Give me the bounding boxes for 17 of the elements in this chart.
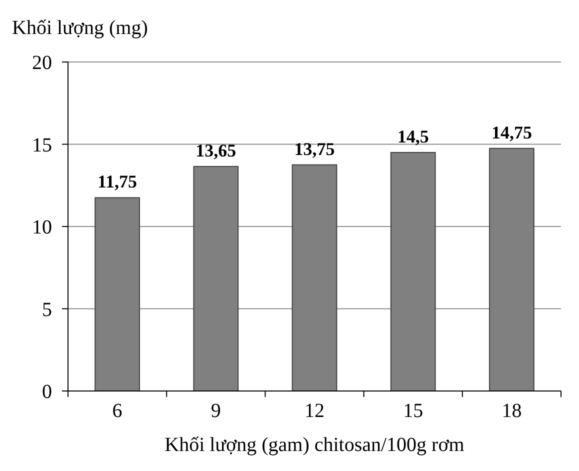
x-tick-label: 6 bbox=[112, 400, 122, 422]
y-tick-label: 0 bbox=[42, 381, 52, 403]
x-tick-label: 15 bbox=[403, 400, 424, 422]
y-tick-label: 15 bbox=[32, 134, 52, 156]
y-tick-label: 5 bbox=[42, 298, 52, 321]
y-axis-title: Khối lượng (mg) bbox=[12, 17, 148, 39]
data-label: 14,5 bbox=[397, 126, 429, 146]
data-label: 13,75 bbox=[294, 138, 335, 159]
y-tick-label: 20 bbox=[32, 52, 52, 74]
data-label: 13,65 bbox=[196, 140, 236, 160]
x-axis-title: Khối lượng (gam) chitosan/100g rơm bbox=[164, 434, 465, 456]
data-label: 14,75 bbox=[491, 122, 532, 142]
x-tick-label: 18 bbox=[502, 400, 522, 422]
y-tick-label: 10 bbox=[32, 216, 52, 238]
data-label: 11,75 bbox=[98, 172, 138, 192]
x-tick-label: 12 bbox=[304, 400, 324, 422]
x-tick-label: 9 bbox=[210, 400, 221, 422]
